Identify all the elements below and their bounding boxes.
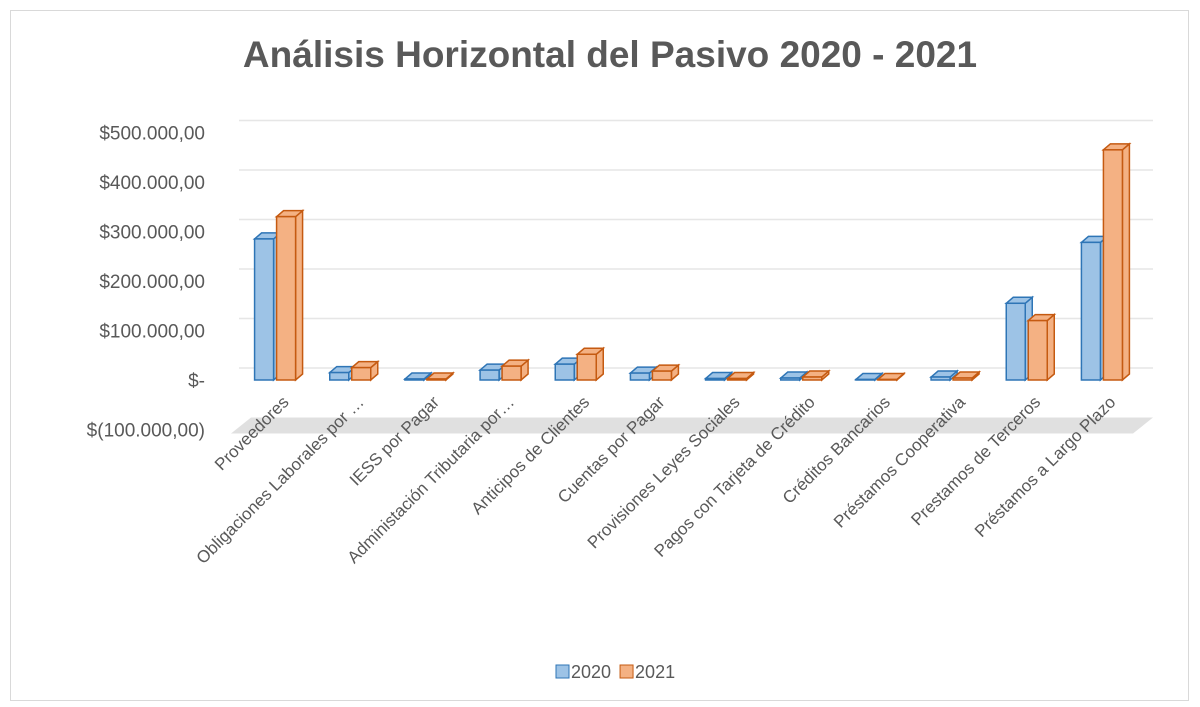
bar [277, 217, 296, 380]
bar-side [1122, 144, 1129, 380]
y-tick-label: $200.000,00 [99, 272, 205, 293]
bar [330, 373, 349, 380]
bar [480, 370, 499, 380]
bar [953, 378, 972, 380]
bar [728, 379, 747, 380]
bar [352, 368, 371, 380]
legend-label: 2021 [635, 662, 675, 682]
bar [1081, 242, 1100, 380]
y-tick-label: $- [188, 371, 205, 392]
bar [577, 354, 596, 380]
bar [706, 379, 725, 380]
bar [1006, 303, 1025, 380]
legend-swatch [620, 665, 633, 678]
bar [630, 373, 649, 380]
bar-side [296, 211, 303, 380]
y-tick-label: $(100.000,00) [87, 421, 205, 442]
legend-label: 2020 [571, 662, 611, 682]
bar [405, 379, 424, 380]
bar [502, 366, 521, 380]
bar [427, 379, 446, 380]
bar [1103, 150, 1122, 380]
chart-title: Análisis Horizontal del Pasivo 2020 - 20… [243, 34, 977, 75]
bar [652, 371, 671, 380]
bar [781, 378, 800, 380]
y-tick-label: $400.000,00 [99, 173, 205, 194]
legend-swatch [556, 665, 569, 678]
bar [803, 377, 822, 380]
bar [555, 364, 574, 380]
bar-side [1047, 315, 1054, 380]
bar [255, 239, 274, 380]
bar [931, 377, 950, 380]
y-tick-label: $100.000,00 [99, 322, 205, 343]
y-tick-label: $500.000,00 [99, 124, 205, 145]
y-tick-label: $300.000,00 [99, 223, 205, 244]
bar [1028, 321, 1047, 380]
